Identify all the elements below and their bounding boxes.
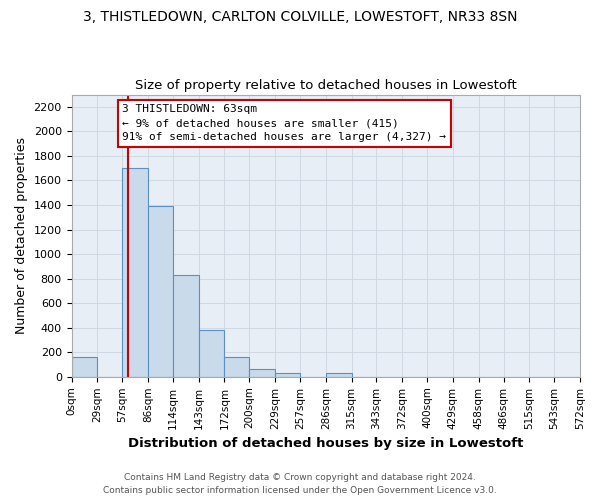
Bar (148, 206, 173, 377)
Text: 3 THISTLEDOWN: 63sqm
← 9% of detached houses are smaller (415)
91% of semi-detac: 3 THISTLEDOWN: 63sqm ← 9% of detached ho… (122, 104, 446, 142)
Bar (250, 370, 275, 377)
Text: 3, THISTLEDOWN, CARLTON COLVILLE, LOWESTOFT, NR33 8SN: 3, THISTLEDOWN, CARLTON COLVILLE, LOWEST… (83, 10, 517, 24)
Bar (71, 357, 97, 377)
Bar (199, 330, 224, 377)
Title: Size of property relative to detached houses in Lowestoft: Size of property relative to detached ho… (135, 79, 517, 92)
Bar (122, 168, 148, 377)
Bar (224, 357, 250, 377)
Text: Contains HM Land Registry data © Crown copyright and database right 2024.
Contai: Contains HM Land Registry data © Crown c… (103, 474, 497, 495)
Bar (173, 275, 199, 377)
Bar (326, 373, 352, 377)
Y-axis label: Number of detached properties: Number of detached properties (15, 137, 28, 334)
Bar (275, 373, 300, 377)
X-axis label: Distribution of detached houses by size in Lowestoft: Distribution of detached houses by size … (128, 437, 523, 450)
